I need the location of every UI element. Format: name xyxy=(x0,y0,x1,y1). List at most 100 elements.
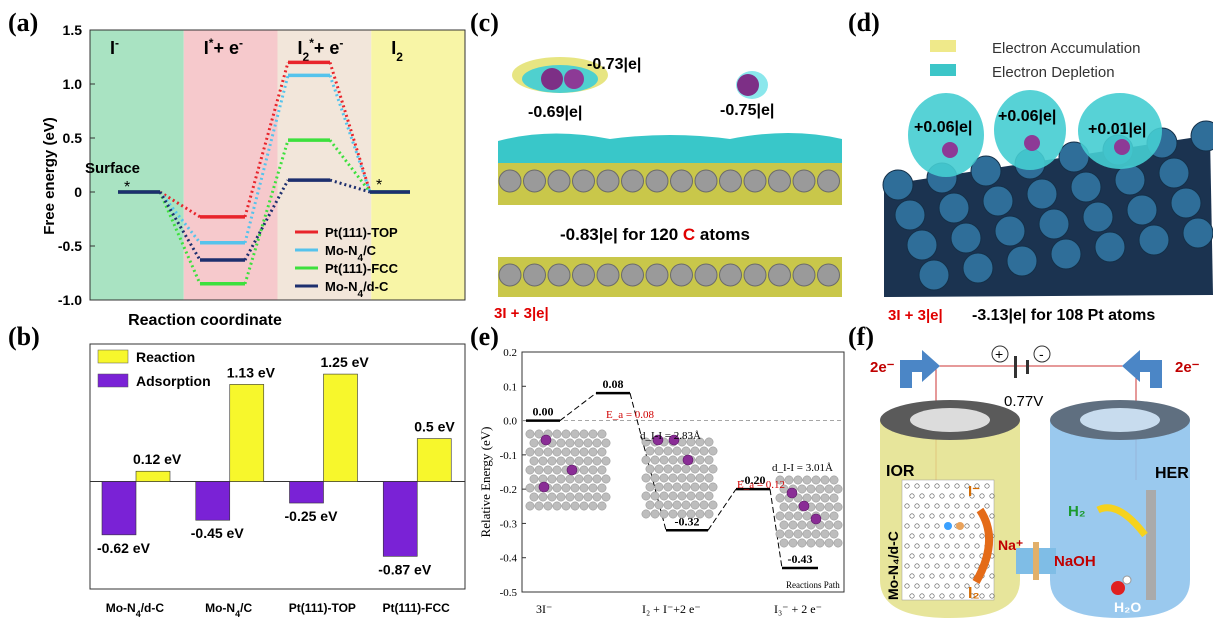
level-label-e-3: -0.20 xyxy=(741,473,766,487)
voltage: 0.77V xyxy=(1004,393,1043,410)
legend-b-1: Adsorption xyxy=(136,373,211,389)
legend-b-0: Reaction xyxy=(136,349,195,365)
ytick-a: 0.5 xyxy=(63,130,83,146)
category-b-0: Mo-N4/d-C xyxy=(106,601,165,619)
ytick-a: 1.5 xyxy=(63,22,83,38)
plus-sign: + xyxy=(995,346,1003,362)
connector-a xyxy=(243,61,290,218)
naoh-label: NaOH xyxy=(1054,553,1096,570)
graphene-row-top xyxy=(498,169,840,193)
c-summary: -0.83|e| for 120 C atoms xyxy=(560,225,750,244)
bar-reaction xyxy=(416,438,452,482)
charge-c2: -0.69|e| xyxy=(528,104,582,121)
charge-d3: +0.01|e| xyxy=(1088,121,1146,138)
panel-label-f: (f) xyxy=(848,322,874,351)
charge-d1: +0.06|e| xyxy=(914,119,972,136)
relative-energy-chart: 0.2 0.1 0.0 -0.1 -0.2 -0.3 -0.4 -0.5 0.00 0.08 -0… xyxy=(478,347,845,616)
surface-label: Surface xyxy=(85,160,140,177)
ior-label: IOR xyxy=(886,463,915,480)
legend-accumulation: Electron Accumulation xyxy=(992,40,1140,57)
charge-density-c: -0.73|e| -0.69|e| -0.75|e| -0.83|e| for … xyxy=(494,56,842,322)
panel-label-d: (d) xyxy=(848,8,880,37)
chart-e-ylabel: Relative Energy (eV) xyxy=(478,427,493,538)
iodide-label: I⁻ xyxy=(968,483,980,500)
label-adsorption: -0.62 eV xyxy=(97,540,151,556)
ytick-a: -0.5 xyxy=(58,238,82,254)
her-label: HER xyxy=(1155,465,1189,482)
iodine-label: I₂ xyxy=(968,585,980,602)
stage-bg-0 xyxy=(90,30,184,300)
charge-density-d: Electron Accumulation Electron Depletion… xyxy=(882,40,1213,324)
reactions-path: Reactions Path xyxy=(786,580,840,590)
charge-c3: -0.75|e| xyxy=(720,102,774,119)
chart-b-categories: Mo-N4/d-C Mo-N4/C Pt(111)-TOP Pt(111)-FCC xyxy=(106,601,450,619)
level-label-e-1: 0.08 xyxy=(603,377,624,391)
bar-adsorption xyxy=(289,481,324,504)
label-reaction: 0.12 eV xyxy=(133,451,182,467)
ytick-e: 0.0 xyxy=(503,416,517,428)
h2-label: H₂ xyxy=(1068,503,1086,520)
pt-atoms xyxy=(882,120,1213,291)
xcat-e-0: 3I⁻ xyxy=(536,602,552,616)
electron-right: 2e⁻ xyxy=(1175,359,1200,376)
chart-a-xlabel: Reaction coordinate xyxy=(128,312,282,329)
stage-label-1: I*+ e- xyxy=(204,36,243,58)
barrier-1: E_a = 0.08 xyxy=(606,409,655,421)
legend-a-2: Pt(111)-FCC xyxy=(325,261,399,276)
ytick-e: -0.1 xyxy=(500,450,517,462)
c-footer: 3I + 3|e| xyxy=(494,305,549,322)
xcat-e-2: I₃⁻ + 2 e⁻ xyxy=(774,602,822,616)
label-reaction: 1.25 eV xyxy=(321,354,370,370)
stage-bg-1 xyxy=(183,30,278,300)
electron-left: 2e⁻ xyxy=(870,359,895,376)
connector-a xyxy=(328,139,372,193)
dist-1: d_I-I = 2.83Å xyxy=(640,430,701,442)
bar-reaction xyxy=(323,373,358,482)
h2o-label: H₂O xyxy=(1114,599,1141,615)
connector-a xyxy=(243,179,290,261)
ytick-e: -0.2 xyxy=(500,484,517,496)
chart-b-bars: -0.62 eV 0.12 eV -0.45 eV 1.13 eV -0.25 eV 1.… xyxy=(90,354,465,577)
label-reaction: 0.5 eV xyxy=(414,419,455,435)
minus-sign: - xyxy=(1039,346,1044,362)
d-summary: -3.13|e| for 108 Pt atoms xyxy=(972,307,1155,324)
catalyst-label: Mo-N₄/d-C xyxy=(885,531,901,600)
chart-e-axes: 0.2 0.1 0.0 -0.1 -0.2 -0.3 -0.4 -0.5 xyxy=(500,347,844,599)
chart-a-series xyxy=(118,60,410,286)
bar-adsorption xyxy=(382,481,418,557)
charge-c1: -0.73|e| xyxy=(587,56,641,73)
legend-a-1: Mo-N4/C xyxy=(325,243,377,264)
stage-backgrounds: I- I*+ e- I2*+ e- I2 xyxy=(90,30,465,300)
connector-a xyxy=(243,74,290,244)
slab-e-2 xyxy=(775,475,843,548)
iodine-arrow-icon xyxy=(972,507,994,584)
category-b-2: Pt(111)-TOP xyxy=(289,601,356,615)
star-right: * xyxy=(376,177,382,194)
label-adsorption: -0.45 eV xyxy=(191,525,245,541)
path-e xyxy=(559,392,597,421)
label-adsorption: -0.87 eV xyxy=(378,561,432,577)
bar-adsorption xyxy=(101,481,137,536)
category-b-1: Mo-N4/C xyxy=(205,601,252,619)
slab-e-0 xyxy=(525,429,611,511)
bar-reaction xyxy=(229,384,265,482)
chart-a-axes: 1.5 1.0 0.5 0 -0.5 -1.0 xyxy=(58,22,466,308)
connector-a xyxy=(158,191,202,285)
charge-d2: +0.06|e| xyxy=(998,108,1056,125)
ytick-e: 0.1 xyxy=(503,381,517,393)
chart-b-legend: Reaction Adsorption xyxy=(97,349,211,389)
sodium-label: Na⁺ xyxy=(998,537,1023,553)
ytick-e: -0.5 xyxy=(500,587,518,599)
label-reaction: 1.13 eV xyxy=(227,364,276,380)
star-left: * xyxy=(124,179,130,196)
panel-label-b: (b) xyxy=(8,322,40,351)
chart-e-slabs xyxy=(525,429,843,548)
bar-adsorption xyxy=(195,481,231,521)
bar-reaction xyxy=(135,470,171,482)
path-e xyxy=(707,488,737,531)
connector-a xyxy=(329,178,371,194)
ytick-a: -1.0 xyxy=(58,292,82,308)
panel-label-a: (a) xyxy=(8,8,39,37)
arrow-right-icon xyxy=(1122,350,1162,388)
d-footer: 3I + 3|e| xyxy=(888,307,943,324)
